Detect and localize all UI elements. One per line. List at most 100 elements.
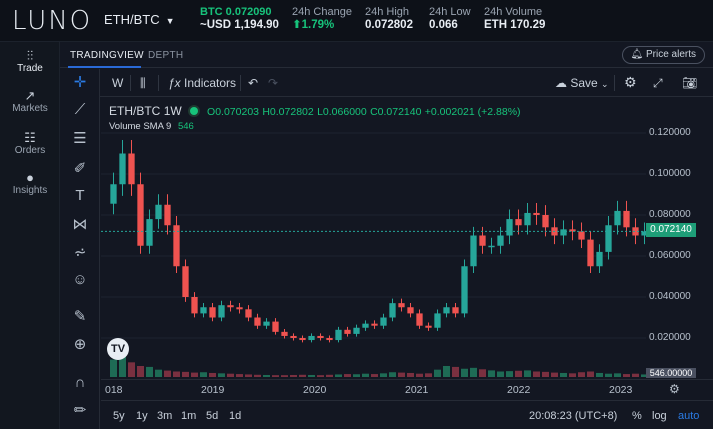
volume-bar <box>380 373 387 377</box>
high-value: 0.072802 <box>365 19 413 31</box>
high-stat: 24h High 0.072802 <box>365 6 413 32</box>
horizontal-lines-icon[interactable]: ☰ <box>73 130 87 147</box>
candle-body <box>524 212 531 226</box>
candle-body <box>263 321 270 326</box>
nav-item-label: Trade <box>17 63 43 74</box>
volume-bar <box>488 370 495 377</box>
candle-body <box>128 153 135 185</box>
volume-bar <box>506 371 513 377</box>
active-tab-indicator <box>68 66 141 68</box>
candle-body <box>569 229 576 232</box>
range-5y[interactable]: 5y <box>113 410 125 422</box>
save-button[interactable]: ☁ Save ⌄ <box>555 76 609 90</box>
magnet-icon[interactable]: ∩ <box>74 374 86 391</box>
volume-sma-label: SMA 9 <box>143 121 172 132</box>
last-price-btc: BTC 0.072090 <box>200 6 272 18</box>
emoji-icon[interactable]: ☺ <box>72 271 88 288</box>
legend-symbol: ETH/BTC <box>109 104 161 118</box>
axis-settings-icon[interactable]: ⚙ <box>669 382 680 396</box>
candle-body <box>227 305 234 308</box>
volume-value: ETH 170.29 <box>484 19 546 31</box>
settings-gear-icon[interactable]: ⚙ <box>624 74 637 90</box>
nav-item-insights[interactable]: ● Insights <box>0 170 60 196</box>
candle-body <box>119 153 126 185</box>
tab-depth[interactable]: DEPTH <box>148 50 184 61</box>
candle-body <box>173 225 180 267</box>
candle-body <box>164 204 171 226</box>
candle-body <box>515 219 522 226</box>
volume-bar <box>632 373 639 377</box>
volume-bar <box>155 369 162 377</box>
range-3m[interactable]: 3m <box>157 410 173 422</box>
x-axis: 018 2019 2020 2021 2022 2023 ⚙ <box>101 379 713 399</box>
volume-bar <box>326 374 333 377</box>
redo-icon[interactable]: ↷ <box>268 76 279 90</box>
divider <box>240 75 241 91</box>
text-tool-icon[interactable]: T <box>75 187 85 204</box>
ruler-icon[interactable]: ✎ <box>73 308 87 325</box>
trendline-icon[interactable]: ⟋ <box>74 101 86 118</box>
volume-bar <box>164 370 171 377</box>
volume-bar <box>479 369 486 377</box>
candle-body <box>362 323 369 328</box>
candle-body <box>560 229 567 236</box>
pair-selector[interactable]: ETH/BTC ▼ <box>104 12 175 27</box>
change-value: ⬆1.79% <box>292 19 335 31</box>
legend-low: L0.066000 <box>317 106 367 118</box>
candle-body <box>209 307 216 318</box>
tradingview-logo[interactable]: TV <box>107 338 129 360</box>
indicators-button[interactable]: ƒx Indicators <box>168 76 236 90</box>
range-5d[interactable]: 5d <box>206 410 219 422</box>
candle-style-icon[interactable]: ⫼ <box>140 76 146 90</box>
nav-item-markets[interactable]: ↗ Markets <box>0 88 60 114</box>
y-tick: 0.040000 <box>649 291 691 302</box>
low-value: 0.066 <box>429 19 458 31</box>
measure-lines-icon[interactable]: ⩫ <box>73 244 87 261</box>
percent-toggle[interactable]: % <box>632 410 642 422</box>
volume-bar <box>173 371 180 377</box>
crosshair-icon[interactable]: ✛ <box>73 74 87 91</box>
zoom-in-icon[interactable]: ⊕ <box>73 336 87 353</box>
price-chart[interactable]: ETH/BTC 1W O0.070203 H0.072802 L0.066000… <box>101 98 713 398</box>
legend-interval: 1W <box>163 104 182 118</box>
tab-tradingview[interactable]: TRADINGVIEW <box>70 50 144 61</box>
indicators-label: Indicators <box>184 76 237 90</box>
volume-bar <box>200 372 207 377</box>
range-1y[interactable]: 1y <box>136 410 148 422</box>
volume-bar <box>110 359 117 377</box>
volume-bar <box>362 373 369 377</box>
candle-body <box>398 303 405 308</box>
undo-icon[interactable]: ↶ <box>248 76 259 90</box>
camera-icon[interactable]: 📷︎ <box>682 76 698 90</box>
volume-bar <box>281 375 288 377</box>
nav-item-orders[interactable]: ☷ Orders <box>0 130 60 156</box>
log-toggle[interactable]: log <box>652 410 667 422</box>
range-1d[interactable]: 1d <box>229 410 242 422</box>
brush-icon[interactable]: ✐ <box>73 160 87 177</box>
candle-body <box>542 215 549 228</box>
low-stat: 24h Low 0.066 <box>429 6 471 32</box>
volume-bar <box>218 373 225 377</box>
clock-timestamp[interactable]: 20:08:23 (UTC+8) <box>529 410 618 422</box>
candle-body <box>641 231 648 236</box>
volume-bar <box>398 372 405 377</box>
lock-drawing-icon[interactable]: ✏ <box>73 402 87 419</box>
bottom-toolbar: 5y 1y 3m 1m 5d 1d 20:08:23 (UTC+8) % log… <box>101 400 713 429</box>
volume-bar <box>497 371 504 377</box>
luno-logo[interactable]: LUNO <box>12 6 93 36</box>
interval-button[interactable]: W <box>112 76 124 90</box>
range-1m[interactable]: 1m <box>181 410 197 422</box>
y-tick: 0.080000 <box>649 209 691 220</box>
volume-bar <box>623 374 630 377</box>
volume-bar <box>146 366 153 377</box>
volume-bar <box>290 374 297 377</box>
fullscreen-icon[interactable]: ⤢ <box>653 76 663 90</box>
candle-body <box>470 235 477 267</box>
divider <box>130 75 131 91</box>
pattern-icon[interactable]: ⋈ <box>72 216 88 233</box>
nav-item-trade[interactable]: ⫶⫶ Trade <box>0 48 60 74</box>
current-price-tag: 0.072140 <box>646 223 696 237</box>
candle-body <box>245 309 252 318</box>
auto-scale-toggle[interactable]: auto <box>678 410 700 422</box>
price-alerts-button[interactable]: 🔔︎ Price alerts <box>621 46 705 64</box>
